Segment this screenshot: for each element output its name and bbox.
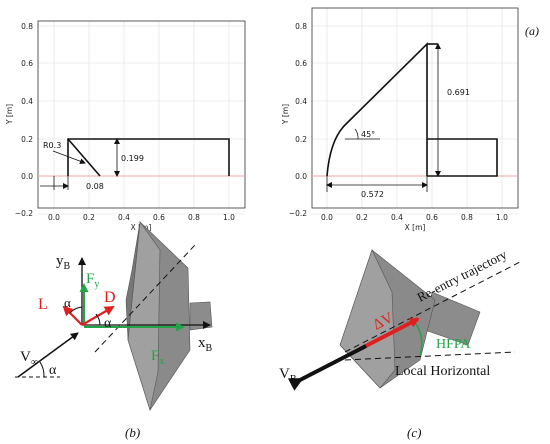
panel-c-tag: (c) [407, 425, 421, 440]
yB-label: yB [56, 253, 71, 272]
dim-angle-label: 45° [361, 130, 375, 139]
plot-left-dimensions [40, 138, 120, 190]
dim-width-label: 0.08 [86, 182, 104, 191]
ytick: 0.8 [21, 22, 33, 31]
plot-right-dimensions [326, 43, 441, 192]
xtick: 1.0 [496, 213, 508, 222]
Fx-label: Fx [151, 348, 164, 367]
ytick: −0.2 [289, 209, 307, 218]
ytick: −0.2 [15, 209, 33, 218]
alpha-label-2: α [64, 295, 71, 310]
Fy-label: Fy [86, 271, 99, 290]
xtick: 0.8 [461, 213, 473, 222]
capsule-body-b [125, 221, 213, 412]
plot-left-yticks: 0.8 0.6 0.4 0.2 0.0 −0.2 [15, 22, 33, 218]
VB-arrow [287, 344, 367, 391]
ytick: 0.0 [295, 172, 307, 181]
dim-length-label: 0.572 [361, 190, 384, 199]
plot-right-grid [312, 8, 518, 215]
alpha-arc-2 [69, 306, 83, 314]
plot-right-yticks: 0.8 0.6 0.4 0.2 0.0 −0.2 [289, 22, 307, 218]
capsule-body-c [339, 249, 481, 389]
xtick: 1.0 [223, 213, 235, 222]
local-horizontal-dashed [344, 351, 516, 361]
plot-left-xticks: 0.0 0.2 0.4 0.6 0.8 1.0 [48, 213, 235, 222]
xtick: 0.8 [188, 213, 200, 222]
ytick: 0.0 [21, 172, 33, 181]
plot-left-grid [38, 21, 245, 215]
Vinf-arrow [17, 332, 79, 378]
xtick: 0.2 [83, 213, 95, 222]
body-axis-dashed [94, 244, 196, 353]
xtick: 0.2 [356, 213, 368, 222]
plot-left-geometry [67, 138, 230, 177]
hfpa-label: HFPA [436, 337, 471, 352]
xtick: 0.4 [391, 213, 403, 222]
xtick: 0.6 [426, 213, 438, 222]
xtick: 0.0 [48, 213, 60, 222]
plot-left-ylabel: Y [m] [5, 104, 14, 125]
plot-right-geometry [326, 42, 498, 177]
alpha-arc-1 [95, 313, 101, 326]
plot-left: 0.8 0.6 0.4 0.2 0.0 −0.2 0.0 0.2 0.4 0.6… [5, 20, 246, 232]
Vinf-label: V∞ [20, 349, 38, 368]
L-label: L [38, 296, 48, 313]
plot-left-frame [37, 20, 246, 209]
ytick: 0.4 [295, 97, 307, 106]
VB-label: VB [279, 366, 297, 385]
diagram-b: yB xB Fy Fx L D α α α V∞ (b) [15, 221, 213, 440]
local-horizontal-label: Local Horizontal [395, 364, 490, 379]
ytick: 0.2 [295, 135, 307, 144]
xtick: 0.0 [321, 213, 333, 222]
ytick: 0.6 [21, 59, 33, 68]
alpha-label-1: α [104, 316, 112, 331]
plot-right-xticks: 0.0 0.2 0.4 0.6 0.8 1.0 [321, 213, 508, 222]
trajectory-dashed [344, 261, 521, 353]
xB-label: xB [198, 335, 213, 354]
ytick: 0.2 [21, 135, 33, 144]
panel-a-tag: (a) [525, 24, 539, 38]
dV-arrow [359, 317, 420, 351]
alpha-label-3: α [49, 363, 57, 378]
plot-right-ylabel: Y [m] [281, 104, 290, 125]
ytick: 0.6 [295, 59, 307, 68]
dim-height-label: 0.199 [121, 154, 144, 163]
ytick: 0.4 [21, 97, 33, 106]
D-label: D [104, 289, 116, 306]
plot-right-xlabel: X [m] [405, 223, 426, 232]
ytick: 0.8 [295, 22, 307, 31]
dim-height-label: 0.691 [447, 88, 470, 97]
plot-right: 0.8 0.6 0.4 0.2 0.0 −0.2 0.0 0.2 0.4 0.6… [281, 7, 519, 232]
xtick: 0.6 [153, 213, 165, 222]
alpha-arc-3 [39, 361, 45, 378]
trajectory-label: Re-entry trajectory [415, 246, 510, 304]
L-arrow [62, 305, 83, 326]
panel-b-tag: (b) [125, 425, 140, 440]
dim-radius-label: R0.3 [43, 141, 61, 150]
diagram-c: Re-entry trajectory ΔV HFPA Local Horizo… [279, 246, 521, 440]
plot-right-frame [311, 7, 519, 209]
xtick: 0.4 [118, 213, 130, 222]
